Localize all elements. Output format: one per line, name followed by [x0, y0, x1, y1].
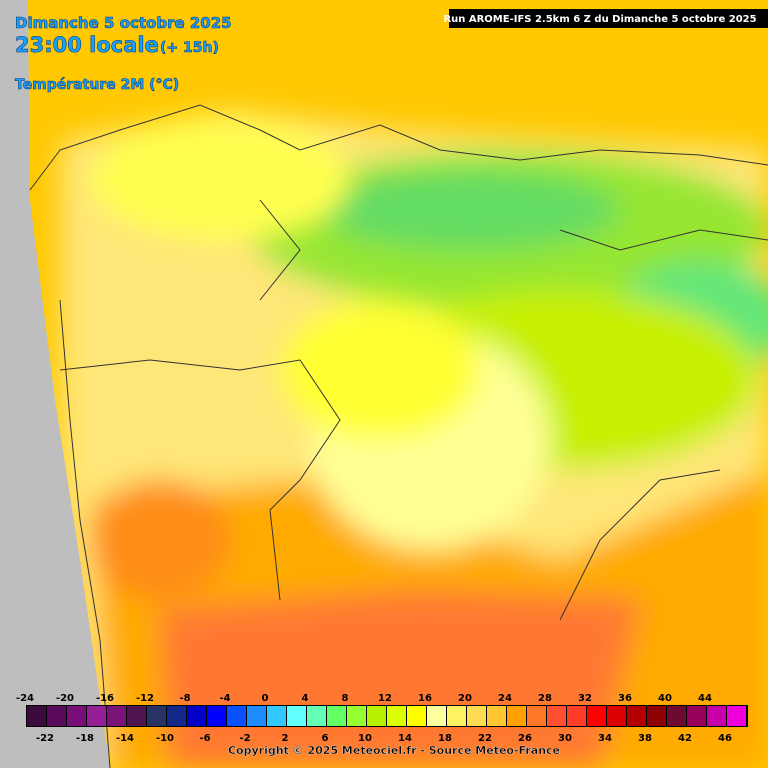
- color-swatch: [27, 706, 46, 726]
- colorbar-label: 24: [498, 693, 512, 704]
- color-swatch: [587, 706, 606, 726]
- color-swatch: [387, 706, 406, 726]
- temperature-field: [60, 110, 768, 768]
- colorbar-label: 2: [282, 733, 289, 744]
- color-swatch: [507, 706, 526, 726]
- colorbar-label: 34: [598, 733, 612, 744]
- color-swatch: [247, 706, 266, 726]
- variable: Température 2M (°C): [15, 77, 179, 93]
- color-swatch: [127, 706, 146, 726]
- colorbar: -24-22-20-18-16-14-12-10-8-6-4-202468101…: [16, 693, 748, 744]
- colorbar-label: 36: [618, 693, 632, 704]
- color-swatch: [727, 706, 746, 726]
- color-swatch: [287, 706, 306, 726]
- colorbar-label: 26: [518, 733, 532, 744]
- date: Dimanche 5 octobre 2025: [15, 14, 232, 32]
- color-swatch: [527, 706, 546, 726]
- colorbar-label: 20: [458, 693, 472, 704]
- colorbar-label: 46: [718, 733, 732, 744]
- colorbar-label: 30: [558, 733, 572, 744]
- colorbar-label: 18: [438, 733, 452, 744]
- color-swatch: [207, 706, 226, 726]
- color-swatch: [647, 706, 666, 726]
- color-swatch: [547, 706, 566, 726]
- color-swatch: [267, 706, 286, 726]
- color-swatch: [87, 706, 106, 726]
- colorbar-label: 32: [578, 693, 592, 704]
- color-swatch: [47, 706, 66, 726]
- colorbar-label: -8: [179, 693, 190, 704]
- color-swatch: [107, 706, 126, 726]
- colorbar-label: 22: [478, 733, 492, 744]
- color-swatch: [347, 706, 366, 726]
- colorbar-label: -4: [219, 693, 230, 704]
- colorbar-label: -18: [76, 733, 94, 744]
- borders: [29, 104, 768, 768]
- color-swatch: [67, 706, 86, 726]
- colorbar-label: 38: [638, 733, 652, 744]
- out-of-domain: [0, 0, 110, 768]
- colorbar-label: 28: [538, 693, 552, 704]
- colorbar-label: -10: [156, 733, 174, 744]
- colorbar-label: -22: [36, 733, 54, 744]
- color-swatch: [327, 706, 346, 726]
- color-swatch: [467, 706, 486, 726]
- color-swatch: [707, 706, 726, 726]
- colorbar-label: 42: [678, 733, 692, 744]
- color-swatch: [147, 706, 166, 726]
- color-swatch: [227, 706, 246, 726]
- colorbar-label: -20: [56, 693, 74, 704]
- color-swatch: [307, 706, 326, 726]
- color-swatch: [667, 706, 686, 726]
- colorbar-label: 8: [342, 693, 349, 704]
- offset: (+ 15h): [160, 40, 219, 56]
- colorbar-label: 12: [378, 693, 392, 704]
- colorbar-label: 16: [418, 693, 432, 704]
- color-swatch: [407, 706, 426, 726]
- colorbar-label: 4: [302, 693, 309, 704]
- colorbar-label: 0: [262, 693, 269, 704]
- color-swatch: [427, 706, 446, 726]
- colorbar-label: 6: [322, 733, 329, 744]
- color-swatch: [447, 706, 466, 726]
- color-swatch: [187, 706, 206, 726]
- colorbar-label: 10: [358, 733, 372, 744]
- run: Run AROME-IFS 2.5km 6 Z du Dimanche 5 oc…: [443, 14, 756, 25]
- color-swatch: [487, 706, 506, 726]
- color-swatch: [567, 706, 586, 726]
- colorbar-label: 14: [398, 733, 412, 744]
- colorbar-label: 44: [698, 693, 712, 704]
- colorbar-label: -12: [136, 693, 154, 704]
- colorbar-label: -24: [16, 693, 34, 704]
- run-box: [449, 9, 768, 28]
- time: 23:00 locale: [15, 33, 159, 57]
- color-swatch: [367, 706, 386, 726]
- color-swatch: [687, 706, 706, 726]
- color-swatch: [627, 706, 646, 726]
- colorbar-label: -14: [116, 733, 134, 744]
- colorbar-label: -16: [96, 693, 114, 704]
- colorbar-label: -6: [199, 733, 210, 744]
- color-swatch: [607, 706, 626, 726]
- color-swatch: [167, 706, 186, 726]
- colorbar-label: -2: [239, 733, 250, 744]
- copyright: Copyright © 2025 Meteociel.fr - Source M…: [228, 744, 560, 757]
- colorbar-label: 40: [658, 693, 672, 704]
